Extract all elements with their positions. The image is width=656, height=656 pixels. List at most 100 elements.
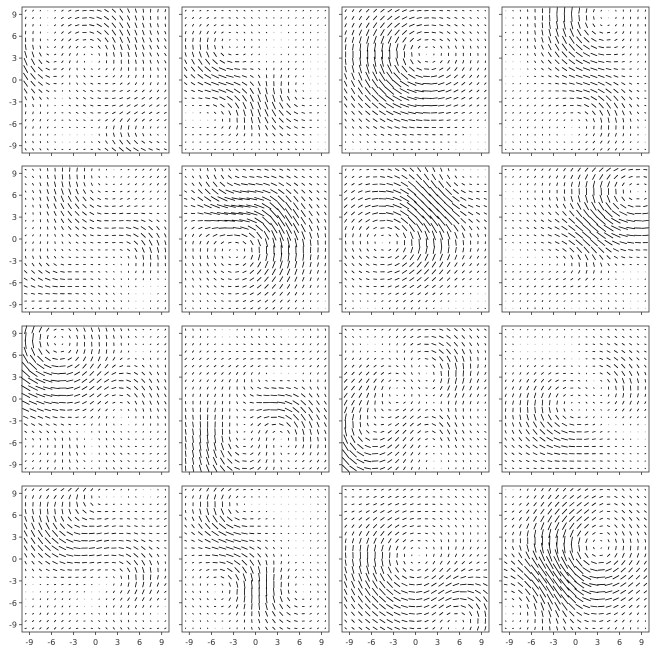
quiver-arrow (439, 60, 443, 64)
quiver-arrow (512, 372, 514, 375)
quiver-arrow (613, 102, 618, 109)
quiver-arrow (98, 68, 101, 70)
quiver-arrow (621, 89, 626, 93)
field-dot (185, 112, 187, 114)
quiver-arrow (285, 201, 292, 211)
quiver-arrow (135, 125, 137, 130)
quiver-arrow (344, 37, 347, 43)
field-dot (512, 256, 514, 258)
quiver-arrow (613, 88, 619, 94)
quiver-arrow (164, 247, 167, 253)
quiver-arrow (607, 31, 611, 34)
quiver-arrow (227, 241, 232, 244)
quiver-arrow (213, 442, 217, 451)
quiver-arrow (622, 467, 625, 470)
quiver-arrow (324, 176, 327, 178)
quiver-arrow (533, 392, 537, 399)
quiver-arrow (324, 190, 327, 193)
quiver-arrow (484, 46, 487, 49)
quiver-arrow (526, 414, 529, 421)
quiver-arrow (126, 372, 131, 375)
quiver-arrow (563, 182, 566, 187)
quiver-arrow (401, 16, 408, 20)
quiver-arrow (410, 350, 414, 353)
quiver-arrow (408, 174, 415, 180)
quiver-arrow (415, 74, 423, 78)
quiver-arrow (432, 394, 435, 397)
quiver-arrow (184, 168, 187, 171)
quiver-arrow (512, 393, 514, 398)
quiver-arrow (548, 386, 552, 391)
quiver-arrow (69, 459, 71, 463)
quiver-arrow (381, 336, 384, 338)
quiver-arrow (302, 365, 305, 367)
quiver-arrow (613, 248, 619, 252)
quiver-arrow (548, 36, 552, 44)
quiver-arrow (402, 284, 407, 288)
quiver-arrow (576, 97, 582, 100)
quiver-arrow (541, 60, 544, 64)
quiver-arrow (417, 38, 422, 42)
quiver-arrow (583, 52, 591, 57)
quiver-arrow (399, 95, 410, 101)
quiver-arrow (184, 205, 188, 207)
quiver-arrow (242, 358, 247, 360)
quiver-arrow (43, 386, 53, 390)
quiver-arrow (249, 401, 254, 404)
field-dot (310, 90, 312, 92)
quiver-arrow (400, 181, 409, 187)
quiver-arrow (386, 71, 394, 81)
field-dot (505, 249, 507, 251)
quiver-arrow (263, 409, 270, 411)
field-dot (324, 141, 326, 143)
quiver-arrow (51, 365, 59, 368)
quiver-arrow (191, 23, 195, 27)
quiver-arrow (462, 400, 465, 405)
quiver-arrow (286, 110, 292, 115)
quiver-arrow (600, 328, 603, 331)
quiver-arrow (365, 118, 370, 122)
quiver-arrow (54, 148, 56, 151)
quiver-arrow (593, 16, 595, 20)
quiver-arrow (184, 343, 187, 346)
quiver-arrow (613, 75, 619, 78)
quiver-arrow (519, 372, 522, 375)
field-dot (324, 53, 326, 56)
quiver-arrow (431, 173, 437, 181)
quiver-arrow (644, 350, 647, 353)
quiver-arrow (519, 365, 522, 368)
quiver-arrow (541, 104, 544, 107)
quiver-arrow (526, 205, 529, 208)
quiver-arrow (104, 371, 109, 376)
quiver-arrow (540, 385, 544, 391)
quiver-arrow (270, 189, 278, 194)
quiver-arrow (302, 358, 305, 360)
quiver-arrow (621, 53, 625, 56)
quiver-arrow (157, 133, 159, 136)
quiver-arrow (134, 393, 138, 398)
quiver-arrow (534, 183, 536, 186)
quiver-arrow (429, 97, 438, 99)
quiver-arrow (512, 104, 514, 107)
quiver-arrow (309, 9, 312, 12)
quiver-arrow (82, 226, 87, 230)
quiver-arrow (257, 74, 261, 78)
quiver-arrow (597, 209, 606, 218)
quiver-arrow (294, 238, 298, 248)
quiver-arrow (387, 226, 393, 230)
field-dot (477, 169, 479, 171)
quiver-arrow (352, 413, 355, 421)
quiver-arrow (214, 126, 217, 129)
quiver-arrow (309, 141, 312, 143)
quiver-arrow (407, 81, 417, 86)
quiver-arrow (417, 336, 422, 338)
quiver-arrow (75, 218, 80, 223)
quiver-arrow (221, 386, 224, 390)
quiver-arrow (410, 335, 414, 339)
quiver-arrow (61, 336, 64, 338)
quiver-arrow (229, 249, 231, 251)
quiver-arrow (393, 182, 401, 187)
quiver-arrow (606, 364, 611, 368)
quiver-arrow (582, 216, 591, 225)
field-dot (505, 68, 507, 70)
